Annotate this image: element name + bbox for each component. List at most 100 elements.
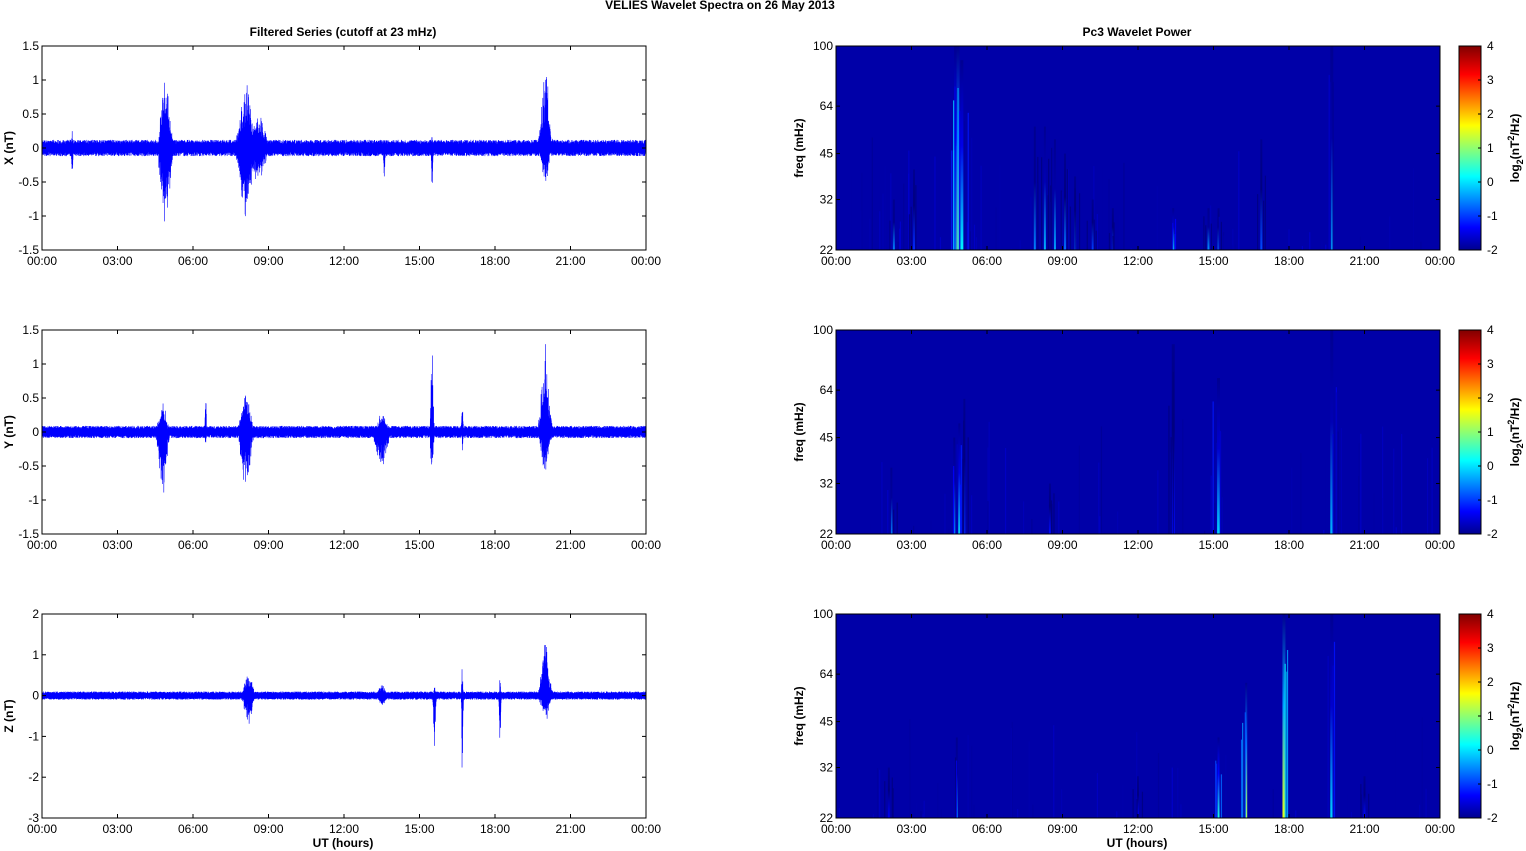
heatmap-cell (1019, 812, 1021, 818)
heatmap-cell (1031, 518, 1033, 534)
heatmap-streak-fringe (1060, 190, 1062, 250)
x-tick-label: 03:00 (896, 538, 926, 552)
heatmap-streak (913, 169, 916, 250)
heatmap-cell (1210, 205, 1212, 250)
x-tick-label: 00:00 (821, 254, 851, 268)
y-tick-label: 0 (32, 425, 39, 439)
y-tick-label: 45 (820, 715, 834, 729)
colorbar-tick-label: -2 (1487, 527, 1498, 541)
heatmap-streak-fringe (967, 437, 969, 534)
x-tick-label: 09:00 (253, 822, 283, 836)
y-tick-label: 100 (813, 323, 833, 337)
heatmap-cell (1248, 790, 1250, 818)
heatmap-cell (1104, 532, 1106, 534)
x-tick-label: 00:00 (1425, 822, 1455, 836)
heatmap-streak-fringe (1212, 401, 1214, 534)
heatmap-streak-fringe (1368, 793, 1370, 818)
heatmap-streak-fringe (899, 228, 901, 250)
heatmap-streak (1217, 208, 1220, 250)
heatmap-cell (1011, 721, 1013, 818)
left-xlabel: UT (hours) (313, 836, 374, 850)
heatmap-streak-fringe (1332, 665, 1334, 818)
x-tick-label: 03:00 (896, 254, 926, 268)
heatmap-cell (1395, 527, 1397, 534)
timeseries-panel-y: -1.5 -1 -0.5 0 0.5 1 1.5 00:00 03:00 06:00 09:00 12… (2, 323, 661, 552)
heatmap-streak (1260, 139, 1263, 250)
heatmap-streak (1043, 126, 1046, 250)
heatmap-cell (1359, 236, 1362, 250)
heatmap-cell (1108, 179, 1110, 250)
x-tick-label: 09:00 (253, 254, 283, 268)
heatmap-streak-fringe (892, 788, 894, 818)
heatmap-streak (953, 437, 956, 534)
heatmap-streak-fringe (1067, 168, 1070, 250)
heatmap-cell (930, 520, 932, 534)
heatmap-cell (1099, 516, 1101, 534)
heatmap-streak-fringe (1074, 188, 1076, 250)
colorbar-tick-label: -2 (1487, 243, 1498, 257)
heatmap-streak-fringe (1215, 442, 1218, 534)
heatmap-cell (1136, 732, 1138, 818)
heatmap-streak-fringe (1257, 194, 1259, 250)
heatmap-cell (937, 783, 939, 818)
y-tick-label: 22 (820, 811, 834, 825)
heatmap-cell (1350, 811, 1353, 818)
heatmap-streak (1053, 139, 1056, 250)
heatmap-streak-fringe (1112, 235, 1114, 250)
y-tick-label: 100 (813, 607, 833, 621)
heatmap-streak-fringe (952, 469, 955, 534)
heatmap-streak-fringe (1223, 235, 1225, 250)
heatmap-cell (876, 768, 879, 818)
heatmap-streak-fringe (1069, 206, 1072, 250)
heatmap-streak-fringe (1037, 182, 1039, 250)
heatmap-cell (971, 137, 973, 250)
colorbar-gradient (1458, 613, 1482, 819)
heatmap-cell (939, 237, 942, 250)
heatmap-cell (1210, 500, 1212, 534)
heatmap-cell (1096, 213, 1098, 250)
colorbar-tick-label: 4 (1487, 607, 1494, 621)
heatmap-cell (1030, 197, 1032, 250)
heatmap-cell (1171, 767, 1173, 818)
y-tick-label: 32 (820, 193, 834, 207)
y-tick-label: -2 (28, 770, 39, 784)
heatmap-cell (1300, 452, 1302, 534)
heatmap-cell (1182, 419, 1184, 534)
x-tick-label: 12:00 (1123, 538, 1153, 552)
heatmap-streak-fringe (1048, 158, 1050, 250)
heatmap-streak (958, 423, 961, 534)
y-axis-label: freq (mHz) (792, 402, 806, 461)
heatmap-streak-fringe (1203, 216, 1205, 250)
heatmap-cell (1078, 445, 1080, 534)
y-axis-label: X (nT) (2, 131, 16, 165)
colorbar-gradient (1458, 329, 1482, 535)
timeseries-panel-z: -3 -2 -1 0 1 2 00:00 03:00 06:00 09:00 12:00 15:00 1… (2, 607, 661, 836)
heatmap-cell (922, 814, 924, 818)
heatmap-cell (903, 183, 905, 250)
heatmap-cell (1420, 241, 1422, 250)
right-xlabel: UT (hours) (1107, 836, 1168, 850)
heatmap-cell (1369, 816, 1371, 818)
heatmap-streak-fringe (1220, 221, 1223, 250)
y-tick-label: 1.5 (22, 323, 39, 337)
colorbar-tick-label: 0 (1487, 175, 1494, 189)
heatmap-cell (1325, 244, 1327, 250)
heatmap-streak-fringe (1049, 201, 1051, 250)
left-column-title: Filtered Series (cutoff at 23 mHz) (250, 25, 437, 39)
x-tick-label: 09:00 (1047, 822, 1077, 836)
heatmap-streak-fringe (1219, 430, 1221, 534)
heatmap-cell (861, 172, 863, 250)
x-tick-label: 21:00 (1349, 822, 1379, 836)
heatmap-streak-fringe (1172, 371, 1174, 534)
colorbar-tick-label: -1 (1487, 493, 1498, 507)
colorbar-tick-label: 2 (1487, 391, 1494, 405)
heatmap-streak (960, 60, 964, 251)
heatmap-cell (1130, 248, 1132, 250)
colorbar-tick-label: 3 (1487, 73, 1494, 87)
heatmap-cell (1204, 530, 1206, 534)
heatmap-streak-fringe (967, 112, 969, 250)
y-tick-label: -3 (28, 811, 39, 825)
heatmap-streak (1217, 737, 1220, 818)
x-tick-label: 00:00 (1425, 254, 1455, 268)
